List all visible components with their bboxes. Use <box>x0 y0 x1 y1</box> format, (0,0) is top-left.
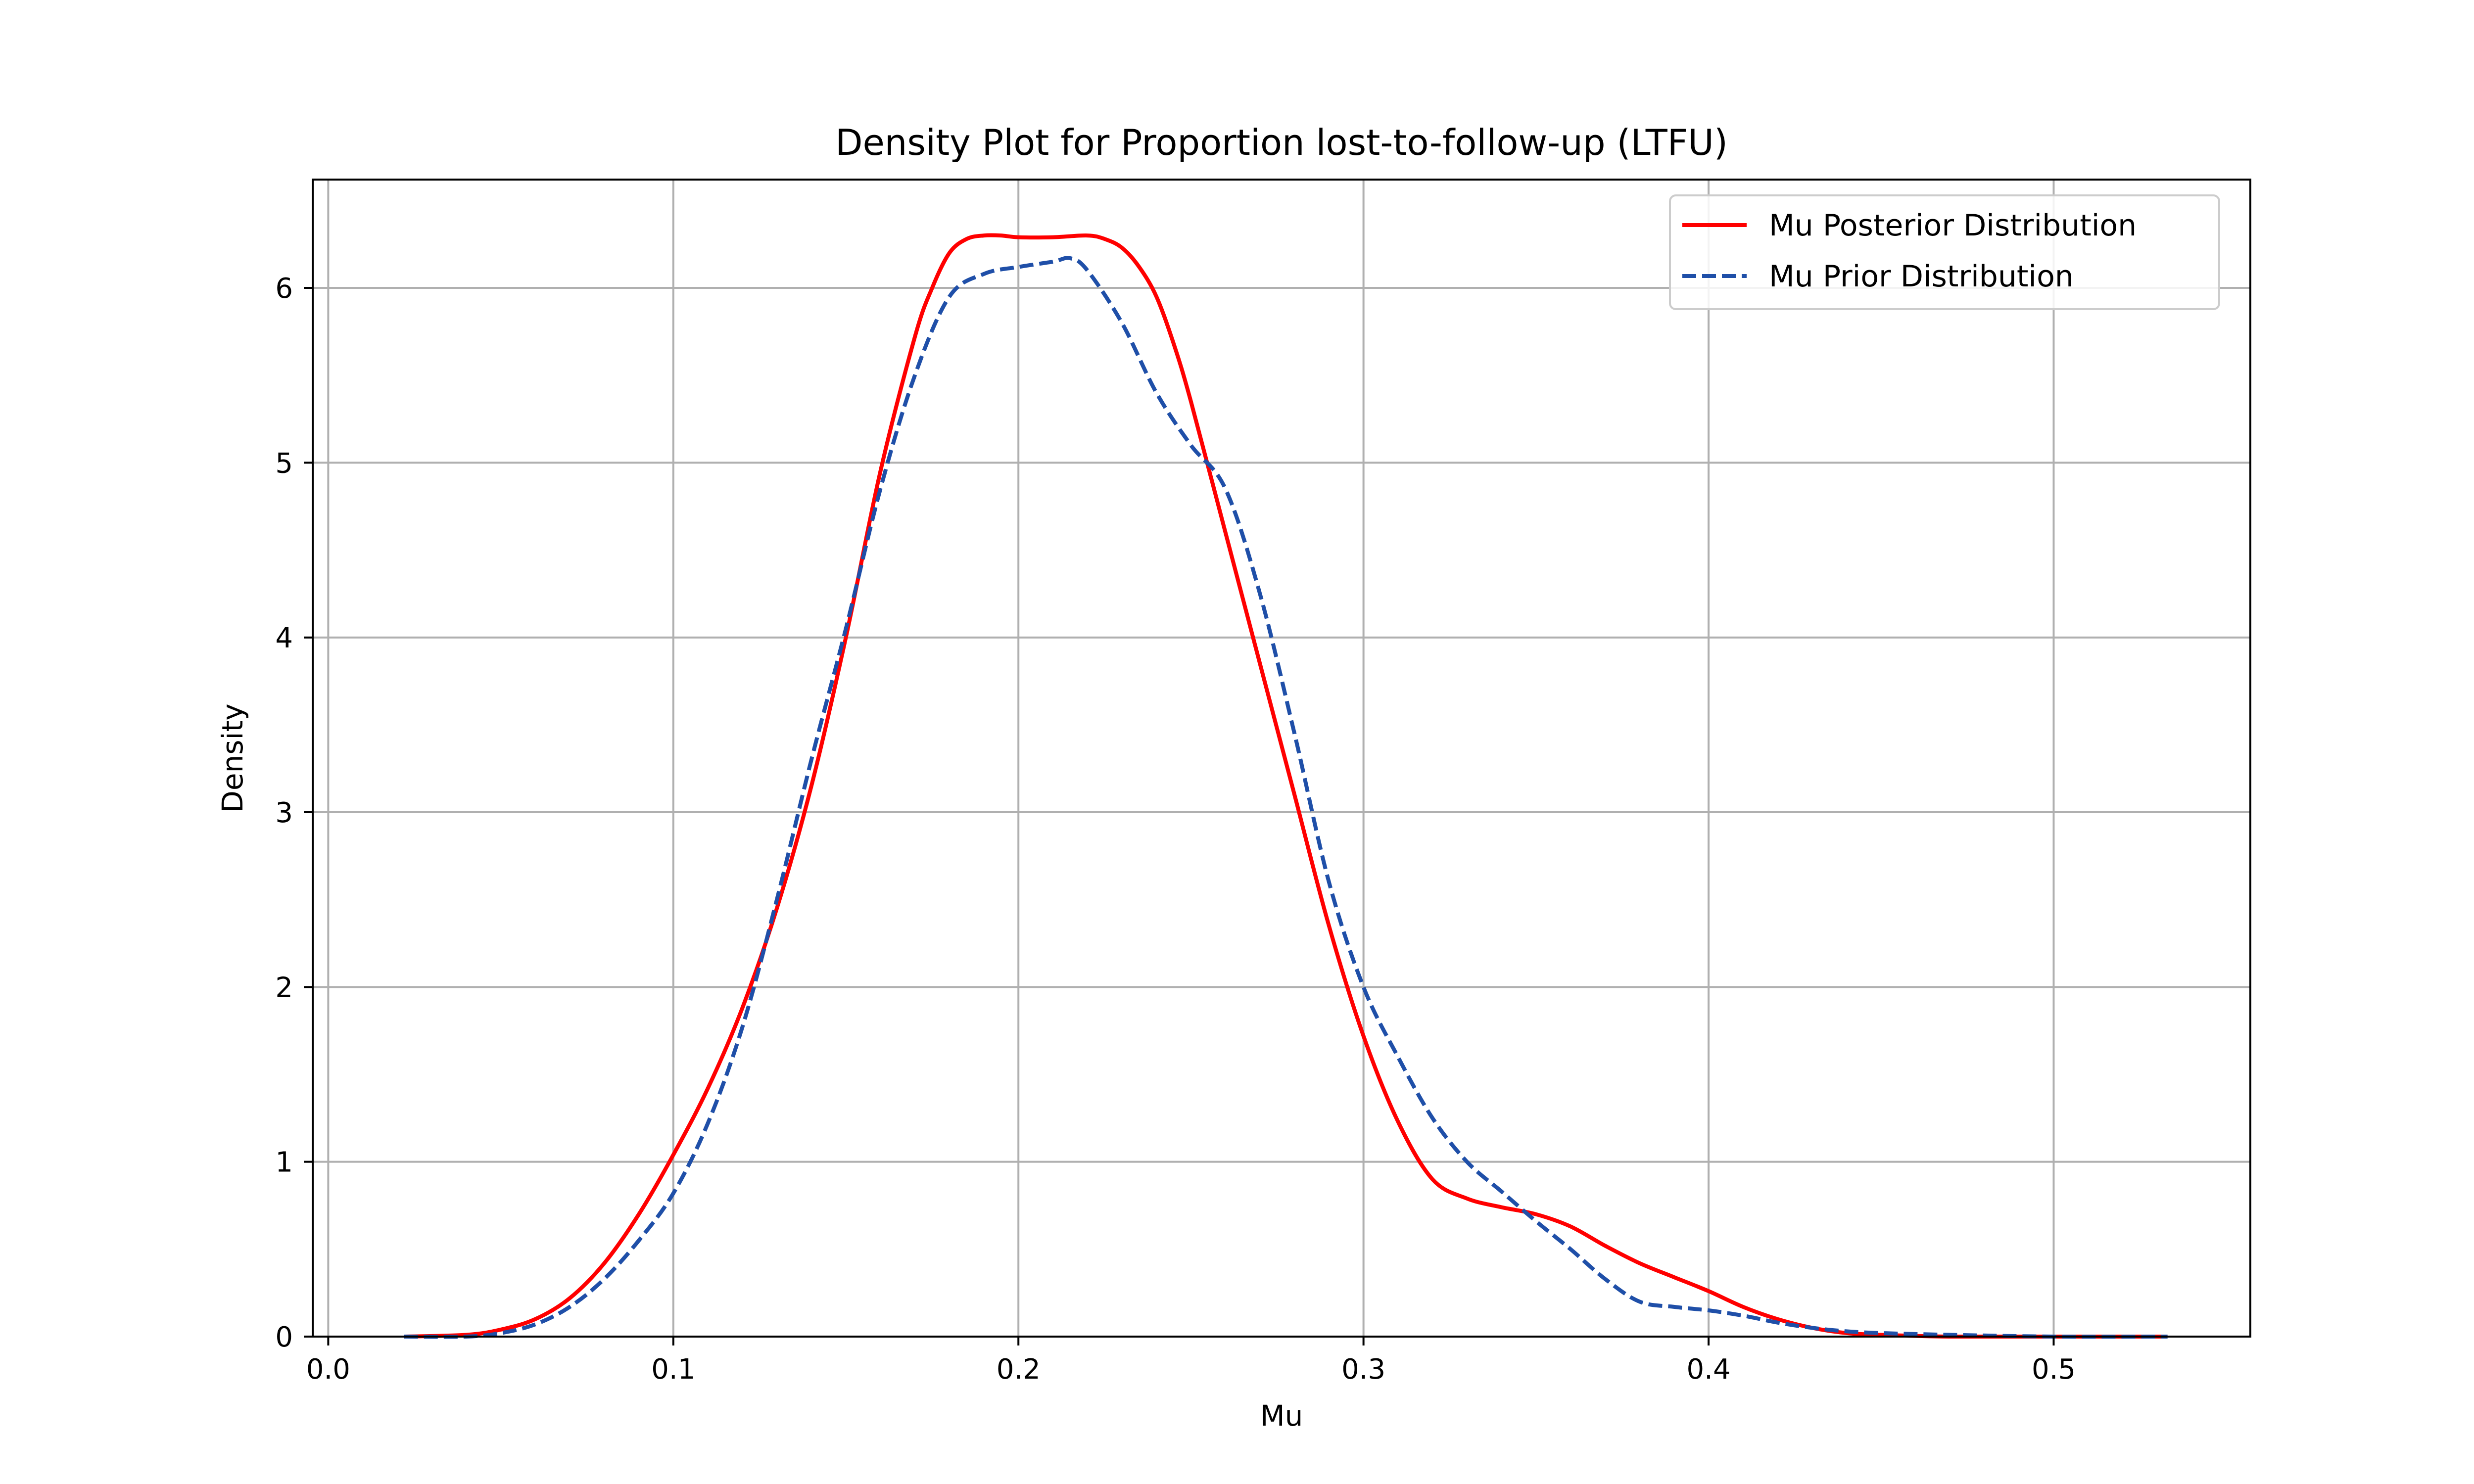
y-tick-label: 0 <box>275 1321 293 1353</box>
y-tick-label: 1 <box>275 1147 293 1179</box>
x-axis-label: Mu <box>1260 1399 1303 1433</box>
legend-label: Mu Posterior Distribution <box>1769 208 2137 243</box>
y-tick-label: 6 <box>275 273 293 305</box>
prior-series-line <box>404 256 2168 1339</box>
y-tick-label: 3 <box>275 797 293 829</box>
legend: Mu Posterior Distribution Mu Prior Distri… <box>1669 194 2220 310</box>
legend-label: Mu Prior Distribution <box>1769 259 2074 294</box>
legend-box <box>1669 194 2220 310</box>
y-tick-label: 2 <box>275 972 293 1004</box>
series-lines <box>404 233 2168 1339</box>
x-tick-label: 0.3 <box>1341 1353 1385 1386</box>
plot-frame <box>312 179 2251 1338</box>
y-axis-label: Density <box>216 703 249 813</box>
chart-title: Density Plot for Proportion lost-to-foll… <box>835 122 1728 163</box>
x-tick-label: 0.2 <box>997 1353 1041 1386</box>
posterior-series-line <box>404 233 2168 1339</box>
y-tick-label: 5 <box>275 447 293 479</box>
ticks: 0.0 0.1 0.2 0.3 0.4 0.5 0 1 2 3 4 5 6 <box>275 273 2076 1386</box>
x-tick-label: 0.4 <box>1687 1353 1731 1386</box>
x-tick-label: 0.1 <box>651 1353 695 1386</box>
x-tick-label: 0.0 <box>306 1353 350 1386</box>
y-tick-label: 4 <box>275 622 293 654</box>
x-tick-label: 0.5 <box>2032 1353 2076 1386</box>
